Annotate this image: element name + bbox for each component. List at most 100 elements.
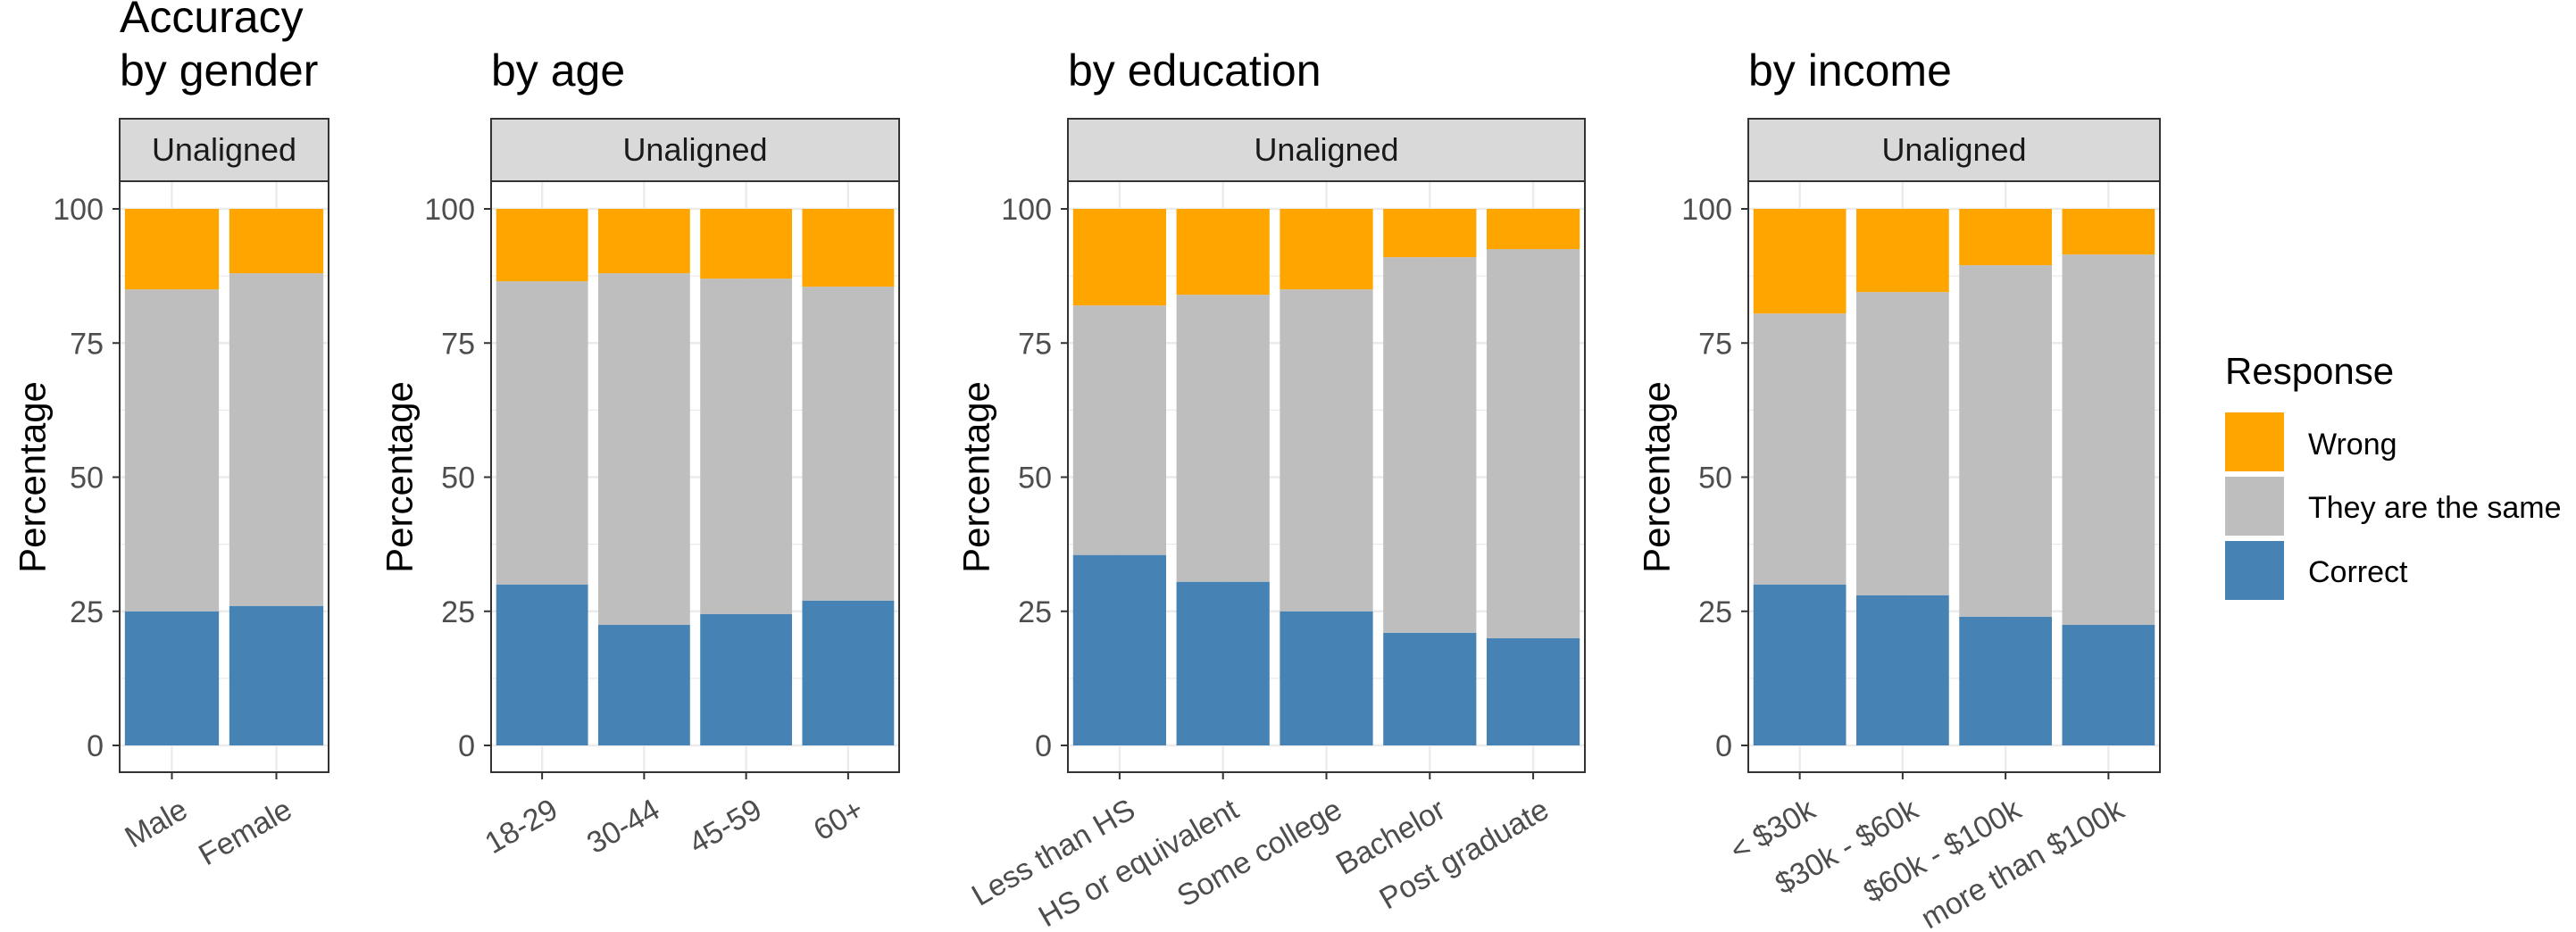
bar-they-are-the-same-less-than-hs	[1072, 305, 1167, 555]
facet-strip	[119, 118, 329, 182]
legend-label-same: They are the same	[2308, 491, 2561, 525]
bar-they-are-the-same-some-college	[1280, 289, 1373, 612]
bar-correct-male	[124, 611, 220, 745]
bar-wrong-less-than-hs	[1072, 209, 1167, 306]
bar-they-are-the-same-post-graduate	[1486, 249, 1580, 638]
bar-they-are-the-same-60k-100k	[1959, 265, 2052, 617]
bar-wrong-hs-or-equivalent	[1176, 209, 1270, 295]
bar-correct-45-59	[700, 613, 793, 745]
facet-strip	[490, 118, 900, 182]
bar-wrong-18-29	[496, 209, 588, 282]
y-axis-label: Percentage	[379, 381, 421, 573]
x-tick-label: Female	[193, 793, 297, 873]
y-tick-label: 25	[1698, 595, 1732, 629]
bar-wrong-30k	[1753, 209, 1847, 314]
panel-title: by age	[491, 46, 625, 96]
bar-they-are-the-same-30k-60k	[1856, 292, 1949, 595]
x-tick-label: Male	[120, 793, 194, 855]
y-tick-label: 75	[70, 327, 104, 361]
bar-they-are-the-same-more-than-100k	[2062, 254, 2155, 625]
bar-correct-30k-60k	[1856, 595, 1949, 745]
y-axis-label: Percentage	[1636, 381, 1678, 573]
bar-correct-30k	[1753, 584, 1847, 745]
y-tick-label: 0	[1035, 729, 1052, 763]
bar-wrong-male	[124, 209, 220, 290]
bar-they-are-the-same-30k	[1753, 313, 1847, 585]
x-tick-label: 18-29	[479, 793, 563, 861]
y-tick-label: 50	[1698, 462, 1732, 495]
y-tick-label: 100	[1681, 193, 1732, 227]
panel-2: by age Unaligned 0 25 50 75 100 Percentage 18-29…	[379, 46, 900, 861]
x-tick-label: 45-59	[683, 793, 767, 861]
panel-title: by education	[1068, 46, 1321, 96]
bar-wrong-30-44	[597, 209, 690, 274]
facet-strip-label: Unaligned	[1254, 131, 1398, 168]
facet-strip-label: Unaligned	[622, 131, 767, 168]
bar-correct-some-college	[1280, 611, 1373, 745]
y-tick-label: 25	[1018, 595, 1052, 629]
panel-3: by education Unaligned 0 25 50 75 100 Percentag…	[955, 46, 1586, 932]
panel-title: by income	[1748, 46, 1952, 96]
panel-title-line-2: by gender	[120, 46, 318, 96]
bar-correct-60	[802, 600, 895, 745]
y-axis-label: Percentage	[955, 381, 997, 573]
y-tick-label: 25	[70, 595, 104, 629]
chart-legend: Response Wrong They are the same Correct	[2225, 350, 2561, 600]
y-tick-label: 75	[1018, 327, 1052, 361]
bar-wrong-45-59	[700, 209, 793, 279]
bar-correct-female	[229, 605, 324, 745]
bar-wrong-female	[229, 209, 324, 274]
bar-they-are-the-same-45-59	[700, 279, 793, 614]
bar-correct-hs-or-equivalent	[1176, 581, 1270, 745]
bar-they-are-the-same-30-44	[597, 273, 690, 625]
legend-label-wrong: Wrong	[2308, 428, 2397, 462]
y-tick-label: 75	[441, 327, 475, 361]
x-tick-label: 60+	[808, 793, 870, 848]
y-tick-label: 50	[1018, 462, 1052, 495]
bar-wrong-60k-100k	[1959, 209, 2052, 266]
bar-wrong-bachelor	[1383, 209, 1477, 258]
bar-wrong-post-graduate	[1486, 209, 1580, 250]
legend-label-correct: Correct	[2308, 555, 2408, 589]
facet-strip	[1747, 118, 2161, 182]
y-tick-label: 0	[87, 729, 104, 763]
bar-correct-30-44	[597, 624, 690, 745]
bar-they-are-the-same-male	[124, 289, 220, 612]
bar-they-are-the-same-bachelor	[1383, 257, 1477, 633]
legend-swatch-same	[2225, 477, 2284, 536]
y-tick-label: 100	[53, 193, 104, 227]
bar-they-are-the-same-female	[229, 273, 324, 606]
panel-title-line-1: Accuracy	[120, 0, 304, 42]
bar-wrong-60	[802, 209, 895, 287]
legend-swatch-wrong	[2225, 412, 2284, 471]
bar-wrong-30k-60k	[1856, 209, 1949, 293]
y-tick-label: 75	[1698, 327, 1732, 361]
legend-swatch-correct	[2225, 541, 2284, 600]
y-tick-label: 100	[424, 193, 475, 227]
facet-strip-label: Unaligned	[152, 131, 296, 168]
bar-correct-bachelor	[1383, 632, 1477, 745]
bar-they-are-the-same-hs-or-equivalent	[1176, 295, 1270, 582]
bar-correct-more-than-100k	[2062, 624, 2155, 745]
bar-wrong-some-college	[1280, 209, 1373, 290]
panel-4: by incomeUnaligned0255075100Percentage< …	[1636, 46, 2161, 932]
y-tick-label: 0	[1715, 729, 1732, 763]
bar-they-are-the-same-18-29	[496, 281, 588, 585]
bar-they-are-the-same-60	[802, 287, 895, 601]
facet-strip	[1067, 118, 1586, 182]
y-tick-label: 25	[441, 595, 475, 629]
bar-correct-18-29	[496, 584, 588, 745]
y-tick-label: 50	[441, 462, 475, 495]
y-axis-label: Percentage	[12, 381, 54, 573]
y-tick-label: 100	[1001, 193, 1052, 227]
y-tick-label: 50	[70, 462, 104, 495]
bar-correct-60k-100k	[1959, 616, 2052, 745]
bar-correct-post-graduate	[1486, 637, 1580, 745]
bar-wrong-more-than-100k	[2062, 209, 2155, 255]
bar-correct-less-than-hs	[1072, 554, 1167, 745]
x-tick-label: 30-44	[581, 793, 665, 861]
y-tick-label: 0	[458, 729, 475, 763]
